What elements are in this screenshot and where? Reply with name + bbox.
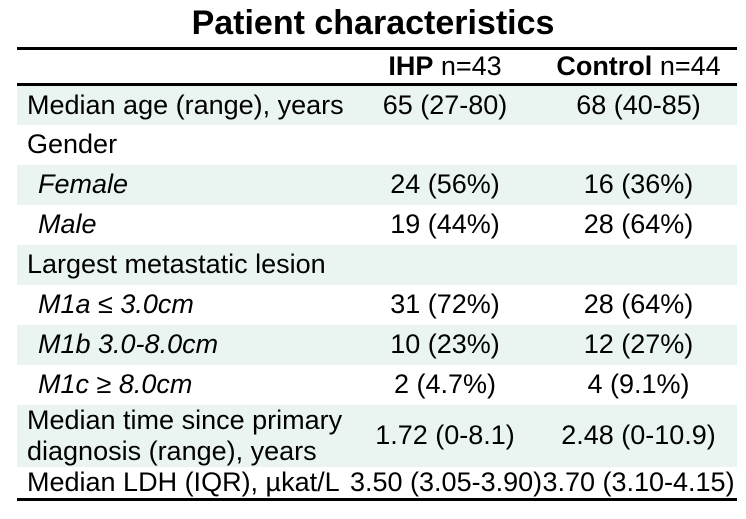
control-value: 28 (64%) <box>583 289 694 319</box>
characteristics-table: IHP n=43 Control n=44 Median age (range)… <box>17 47 737 502</box>
characteristics-table-container: IHP n=43 Control n=44 Median age (range)… <box>17 47 737 502</box>
column-header-empty <box>17 49 350 85</box>
table-row: M1a ≤ 3.0cm 31 (72%) 28 (64%) <box>17 285 737 325</box>
control-value: 12 (27%) <box>583 329 694 359</box>
control-value: 4 (9.1%) <box>587 369 690 399</box>
ihp-n-label: n=43 <box>440 51 502 81</box>
row-label: Median LDH (IQR), µkat/L <box>27 466 340 497</box>
ihp-value <box>350 245 540 285</box>
ihp-value: 1.72 (0-8.1) <box>375 420 515 451</box>
ihp-value: 10 (23%) <box>390 329 500 359</box>
row-label: M1b 3.0-8.0cm <box>38 328 219 359</box>
row-label: Median time since primary diagnosis (ran… <box>27 404 343 466</box>
control-value <box>540 245 737 285</box>
row-label: M1a ≤ 3.0cm <box>38 288 194 319</box>
row-label: Male <box>38 208 97 239</box>
table-row: Median LDH (IQR), µkat/L 3.50 (3.05-3.90… <box>17 467 737 500</box>
control-value <box>540 125 737 165</box>
control-value: 3.70 (3.10-4.15) <box>542 466 735 497</box>
ihp-value: 31 (72%) <box>390 289 500 319</box>
control-n-label: n=44 <box>659 51 721 81</box>
table-row: Female 24 (56%) 16 (36%) <box>17 164 737 205</box>
ihp-value <box>350 125 540 165</box>
row-label: Gender <box>27 128 118 159</box>
table-row: M1b 3.0-8.0cm 10 (23%) 12 (27%) <box>17 324 737 365</box>
ihp-value: 2 (4.7%) <box>393 369 497 399</box>
ihp-value: 24 (56%) <box>390 169 500 199</box>
column-header-control: Control n=44 <box>540 49 737 85</box>
column-header-ihp: IHP n=43 <box>350 49 540 85</box>
row-label: Median age (range), years <box>27 89 344 120</box>
table-row: Largest metastatic lesion <box>17 244 737 285</box>
control-value: 2.48 (0-10.9) <box>561 420 716 451</box>
control-value: 28 (64%) <box>583 209 694 239</box>
table-header-row: IHP n=43 Control n=44 <box>17 49 737 85</box>
table-row: Gender <box>17 125 737 165</box>
table-row: Male 19 (44%) 28 (64%) <box>17 205 737 245</box>
page-title: Patient characteristics <box>191 4 555 42</box>
ihp-value: 65 (27-80) <box>382 89 508 120</box>
control-value: 68 (40-85) <box>576 89 701 120</box>
control-value: 16 (36%) <box>583 169 694 199</box>
ihp-value: 3.50 (3.05-3.90) <box>350 466 543 497</box>
table-row: Median age (range), years 65 (27-80) 68 … <box>17 84 737 125</box>
row-label: Female <box>38 168 129 199</box>
table-row: Median time since primary diagnosis (ran… <box>17 404 737 467</box>
ihp-group-label: IHP <box>388 51 434 81</box>
ihp-value: 19 (44%) <box>390 209 500 239</box>
row-label: Largest metastatic lesion <box>27 248 326 279</box>
control-group-label: Control <box>556 51 653 81</box>
row-label: M1c ≥ 8.0cm <box>38 368 193 399</box>
table-row: M1c ≥ 8.0cm 2 (4.7%) 4 (9.1%) <box>17 365 737 405</box>
